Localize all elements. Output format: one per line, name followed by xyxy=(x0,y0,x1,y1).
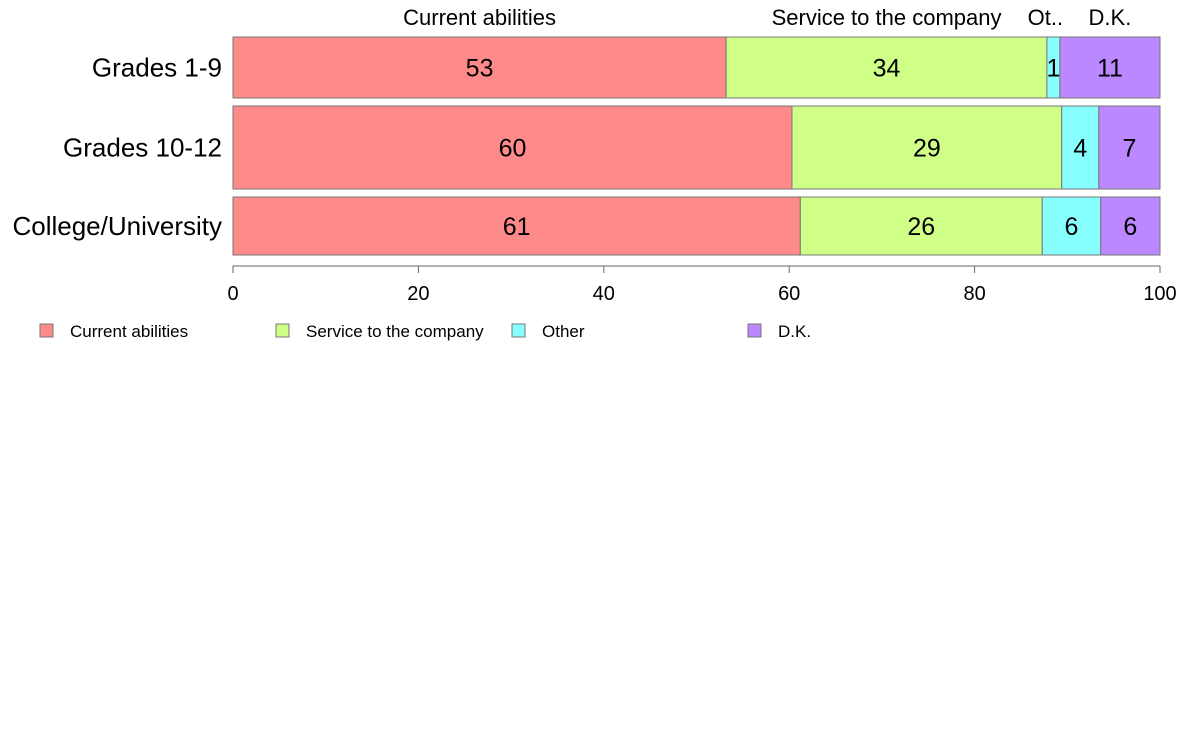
data-label: 26 xyxy=(907,213,935,241)
x-axis: 0 20 40 60 80 100 xyxy=(227,265,1177,305)
legend: Current abilities Service to the company O… xyxy=(39,322,811,341)
x-tick-label: 20 xyxy=(407,283,429,305)
column-header: D.K. xyxy=(1089,5,1132,30)
legend-label: Service to the company xyxy=(306,322,484,341)
category-label: Grades 10-12 xyxy=(63,133,222,163)
x-tick-label: 0 xyxy=(227,283,238,305)
data-label: 29 xyxy=(913,135,941,163)
bar-segment xyxy=(799,196,1043,256)
category-labels: Grades 1-9 Grades 10-12 College/University xyxy=(12,53,222,242)
column-header: Ot.. xyxy=(1028,5,1063,30)
legend-label: D.K. xyxy=(778,322,811,341)
bar-segment xyxy=(1098,105,1161,190)
legend-swatch xyxy=(511,323,526,338)
legend-label: Other xyxy=(542,322,585,341)
data-label: 6 xyxy=(1123,213,1137,241)
data-label: 11 xyxy=(1097,55,1123,83)
data-label: 34 xyxy=(873,55,901,83)
data-label: 4 xyxy=(1073,135,1087,163)
column-header: Service to the company xyxy=(772,5,1002,30)
bar-segment xyxy=(791,105,1063,190)
data-label: 60 xyxy=(499,135,527,163)
data-label: 6 xyxy=(1065,213,1079,241)
bar-segment xyxy=(725,36,1048,99)
category-label: Grades 1-9 xyxy=(92,53,222,83)
bar-segment xyxy=(1059,36,1161,99)
bar-segment xyxy=(232,105,793,190)
x-tick-label: 60 xyxy=(778,283,800,305)
x-tick-label: 80 xyxy=(963,283,985,305)
data-label: 1 xyxy=(1046,55,1060,83)
bar-segment xyxy=(1041,196,1102,256)
data-label: 53 xyxy=(466,55,494,83)
column-headers: Current abilities Service to the company O… xyxy=(403,5,1131,30)
bar-segment xyxy=(1061,105,1100,190)
legend-swatch xyxy=(747,323,762,338)
legend-label: Current abilities xyxy=(70,322,188,341)
x-tick-label: 40 xyxy=(593,283,615,305)
bar-segment xyxy=(232,36,727,99)
data-label: 61 xyxy=(503,213,531,241)
bar-segment xyxy=(232,196,801,256)
x-tick-label: 100 xyxy=(1143,283,1176,305)
column-header: Current abilities xyxy=(403,5,556,30)
data-label: 7 xyxy=(1122,135,1136,163)
legend-swatch xyxy=(39,323,54,338)
bar-segment xyxy=(1100,196,1161,256)
category-label: College/University xyxy=(12,211,222,241)
legend-swatch xyxy=(275,323,290,338)
